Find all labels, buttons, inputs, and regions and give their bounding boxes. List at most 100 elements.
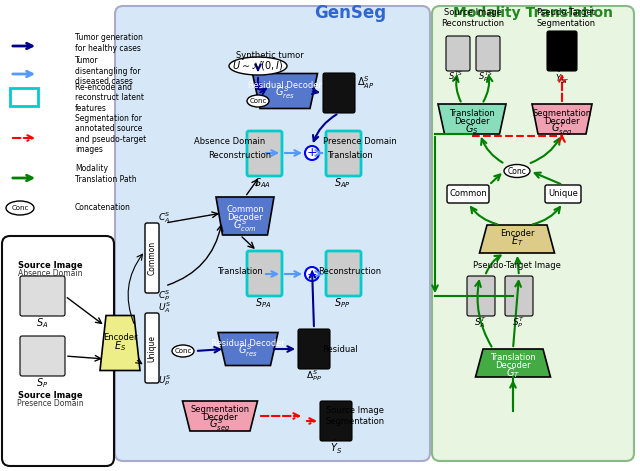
Text: $S_{AA}$: $S_{AA}$: [255, 176, 271, 190]
Text: Residual Decoder: Residual Decoder: [211, 339, 285, 348]
FancyBboxPatch shape: [545, 185, 581, 203]
Text: $G^T_{seg}$: $G^T_{seg}$: [551, 120, 573, 138]
Text: Common: Common: [226, 205, 264, 214]
Text: $S_{PA}$: $S_{PA}$: [255, 296, 271, 310]
Text: +: +: [307, 268, 317, 281]
FancyBboxPatch shape: [446, 36, 470, 71]
Text: Decoder: Decoder: [454, 116, 490, 125]
Text: Absence Domain: Absence Domain: [18, 268, 83, 277]
Text: $\hat{Y}_S$: $\hat{Y}_S$: [330, 438, 342, 456]
Text: $G^S_{seg}$: $G^S_{seg}$: [209, 416, 230, 434]
Text: Decoder: Decoder: [227, 213, 263, 222]
Text: +: +: [307, 146, 317, 160]
Circle shape: [305, 146, 319, 160]
Text: $G_S$: $G_S$: [465, 122, 479, 136]
Text: Conc: Conc: [508, 167, 527, 176]
Ellipse shape: [504, 164, 530, 178]
FancyBboxPatch shape: [2, 236, 114, 466]
Text: Tumor
disentangling for
diseased cases: Tumor disentangling for diseased cases: [75, 56, 141, 86]
Text: Translation: Translation: [327, 152, 373, 161]
Text: $G^S_{com}$: $G^S_{com}$: [233, 218, 257, 235]
Polygon shape: [218, 333, 278, 365]
Text: Pseudo-Target
Segmentation: Pseudo-Target Segmentation: [536, 8, 596, 28]
FancyBboxPatch shape: [505, 276, 533, 316]
Text: $G^S_{res}$: $G^S_{res}$: [238, 342, 258, 359]
Text: Residual: Residual: [322, 344, 358, 354]
Text: Reconstruction: Reconstruction: [209, 152, 271, 161]
Ellipse shape: [6, 201, 34, 215]
FancyBboxPatch shape: [298, 329, 330, 369]
Polygon shape: [438, 104, 506, 134]
Text: Encoder: Encoder: [500, 228, 534, 237]
Text: Decoder: Decoder: [202, 413, 238, 422]
Text: $S_{AP}$: $S_{AP}$: [333, 176, 351, 190]
Text: Common: Common: [449, 189, 487, 198]
Text: Source Image
Reconstruction: Source Image Reconstruction: [442, 8, 504, 28]
Text: Conc: Conc: [174, 348, 192, 354]
FancyBboxPatch shape: [145, 223, 159, 293]
Bar: [10, 88, 38, 106]
FancyBboxPatch shape: [547, 31, 577, 71]
Text: $G^S_{res}$: $G^S_{res}$: [275, 85, 295, 101]
Text: Presence Domain: Presence Domain: [323, 137, 397, 146]
FancyBboxPatch shape: [326, 251, 361, 296]
Text: $S_A$: $S_A$: [36, 316, 48, 330]
Text: $S^T_A$: $S^T_A$: [474, 316, 486, 331]
Text: $E_S$: $E_S$: [114, 339, 126, 353]
Text: $S_P$: $S_P$: [36, 376, 48, 390]
Text: $\Delta^S_{AP}$: $\Delta^S_{AP}$: [357, 74, 374, 91]
Text: Segmentation: Segmentation: [191, 405, 250, 414]
Text: Source Image: Source Image: [18, 261, 83, 270]
Text: Decoder: Decoder: [495, 360, 531, 370]
Text: Conc: Conc: [12, 205, 29, 211]
Text: $C^S_P$: $C^S_P$: [158, 289, 171, 303]
Polygon shape: [100, 316, 140, 371]
FancyBboxPatch shape: [323, 73, 355, 113]
Text: GenSeg: GenSeg: [314, 4, 386, 22]
Polygon shape: [216, 197, 274, 235]
FancyBboxPatch shape: [145, 313, 159, 383]
Text: Re-encode and
reconstruct latent
features: Re-encode and reconstruct latent feature…: [75, 83, 144, 113]
Text: Residual Decoder: Residual Decoder: [248, 81, 322, 89]
Text: $\hat{Y}_{ST}$: $\hat{Y}_{ST}$: [554, 70, 570, 86]
Text: Concatenation: Concatenation: [75, 203, 131, 212]
Text: Common: Common: [147, 241, 157, 275]
Text: Translation: Translation: [449, 108, 495, 117]
Text: Translation: Translation: [217, 267, 263, 276]
Text: Synthetic tumor: Synthetic tumor: [236, 51, 304, 60]
FancyBboxPatch shape: [326, 131, 361, 176]
Polygon shape: [182, 401, 257, 431]
FancyBboxPatch shape: [467, 276, 495, 316]
Text: $C^S_A$: $C^S_A$: [158, 211, 171, 226]
Text: Presence Domain: Presence Domain: [17, 398, 83, 407]
Text: Conc: Conc: [250, 98, 267, 104]
Text: $S^T_P$: $S^T_P$: [511, 316, 524, 331]
Text: Source Image: Source Image: [18, 391, 83, 400]
Text: $G_T$: $G_T$: [506, 366, 520, 380]
Text: Segmentation: Segmentation: [532, 108, 591, 117]
FancyBboxPatch shape: [320, 401, 352, 441]
Polygon shape: [532, 104, 592, 134]
Text: Unique: Unique: [147, 334, 157, 362]
Ellipse shape: [247, 95, 269, 107]
Text: $\Delta^S_{PP}$: $\Delta^S_{PP}$: [306, 368, 322, 383]
FancyBboxPatch shape: [20, 336, 65, 376]
Text: Unique: Unique: [548, 189, 578, 198]
Text: Modality Translation: Modality Translation: [453, 6, 613, 20]
FancyBboxPatch shape: [247, 251, 282, 296]
Polygon shape: [253, 73, 317, 108]
Polygon shape: [476, 349, 550, 377]
FancyBboxPatch shape: [20, 276, 65, 316]
Text: $U \sim \mathcal{N}(0,I)$: $U \sim \mathcal{N}(0,I)$: [232, 59, 284, 73]
Text: Tumor generation
for healthy cases: Tumor generation for healthy cases: [75, 33, 143, 53]
FancyBboxPatch shape: [115, 6, 430, 461]
FancyBboxPatch shape: [476, 36, 500, 71]
Text: Modality
Translation Path: Modality Translation Path: [75, 164, 136, 184]
Text: $S^{TS}_A$: $S^{TS}_A$: [449, 70, 463, 84]
Text: $U^S_A$: $U^S_A$: [158, 300, 171, 316]
Text: $S_{PP}$: $S_{PP}$: [334, 296, 350, 310]
FancyBboxPatch shape: [432, 6, 634, 461]
FancyBboxPatch shape: [447, 185, 489, 203]
FancyBboxPatch shape: [247, 131, 282, 176]
Text: $E_T$: $E_T$: [511, 234, 524, 248]
